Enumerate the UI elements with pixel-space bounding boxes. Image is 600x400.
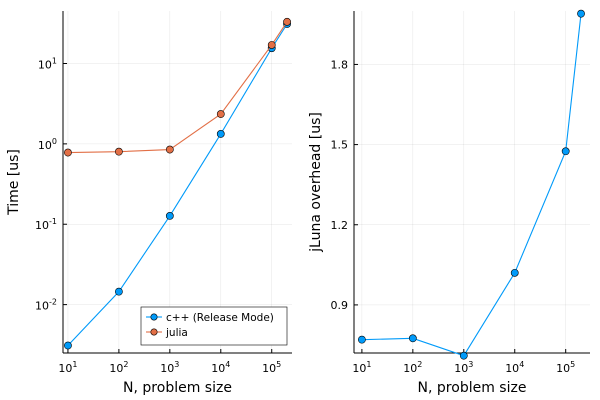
x-tick-label: 103 bbox=[454, 360, 473, 375]
legend-marker bbox=[150, 328, 158, 336]
data-point bbox=[357, 335, 366, 344]
y-tick-label: 1.2 bbox=[331, 219, 349, 232]
y-tick-label: 1.5 bbox=[331, 139, 349, 152]
x-tick-label: 101 bbox=[352, 360, 371, 375]
y-tick-label: 100 bbox=[38, 137, 57, 152]
data-point bbox=[577, 9, 585, 18]
data-point bbox=[267, 41, 276, 49]
legend-box bbox=[140, 306, 288, 346]
x-tick-label: 104 bbox=[505, 360, 524, 375]
data-point bbox=[459, 351, 468, 360]
series-line-1 bbox=[67, 21, 288, 154]
y-axis-label: jLuna overhead [us] bbox=[308, 112, 324, 253]
data-point bbox=[64, 341, 72, 350]
data-point bbox=[165, 145, 174, 154]
data-point bbox=[510, 268, 519, 277]
data-point bbox=[408, 334, 417, 343]
x-axis-label: N, problem size bbox=[418, 380, 527, 396]
legend: c++ (Release Mode) julia bbox=[140, 306, 288, 346]
x-tick-label: 105 bbox=[262, 360, 281, 375]
overhead-panel: 101 102 103 104 105 0.9 1.2 1.5 1.8 N, problem si… bbox=[308, 9, 590, 396]
y-tick-label: 101 bbox=[38, 56, 57, 71]
data-point bbox=[114, 147, 123, 156]
x-tick-label: 103 bbox=[160, 360, 179, 375]
x-tick-label: 102 bbox=[109, 360, 128, 375]
legend-label: julia bbox=[165, 327, 188, 339]
data-point bbox=[216, 110, 225, 118]
time-panel: 101 102 103 104 105 10-2 10-1 100 101 N, problem … bbox=[6, 11, 292, 396]
data-point bbox=[64, 148, 72, 157]
y-axis-label: Time [us] bbox=[6, 149, 22, 216]
y-tick-label: 0.9 bbox=[331, 299, 349, 312]
x-tick-label: 104 bbox=[211, 360, 230, 375]
series-line-0 bbox=[67, 23, 288, 346]
x-tick-label: 105 bbox=[556, 360, 575, 375]
data-point bbox=[561, 147, 570, 156]
legend-marker bbox=[150, 313, 158, 321]
x-tick-label: 101 bbox=[58, 360, 77, 375]
x-axis-label: N, problem size bbox=[123, 380, 232, 396]
y-tick-label: 1.8 bbox=[331, 58, 349, 71]
y-tick-label: 10-2 bbox=[35, 298, 57, 313]
y-tick-label: 10-1 bbox=[35, 217, 57, 232]
legend-label: c++ (Release Mode) bbox=[166, 312, 274, 324]
x-tick-label: 102 bbox=[403, 360, 422, 375]
data-point bbox=[114, 287, 123, 296]
data-point bbox=[216, 130, 225, 138]
data-point bbox=[283, 17, 291, 26]
data-point bbox=[165, 211, 174, 220]
series-line-0 bbox=[361, 13, 582, 357]
